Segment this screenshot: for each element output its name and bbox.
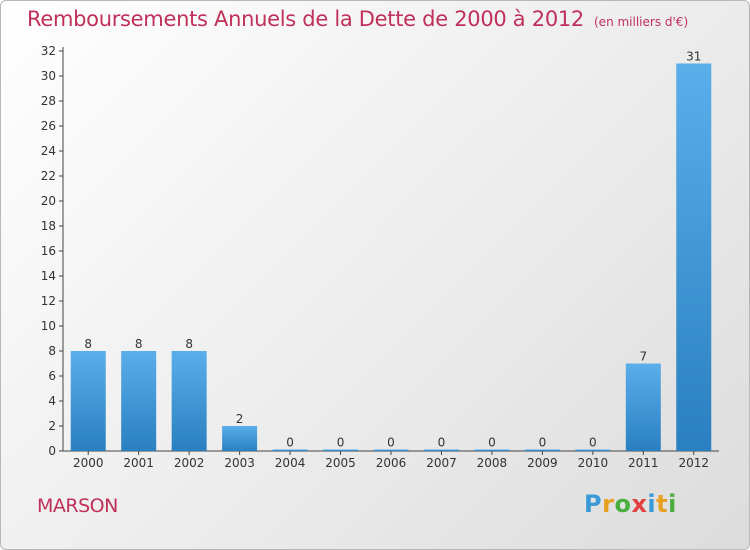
bar: [625, 363, 661, 451]
y-tick-label: 24: [41, 144, 56, 158]
y-tick-label: 4: [48, 394, 56, 408]
x-tick-label: 2000: [73, 456, 104, 470]
logo-letter: r: [602, 490, 615, 518]
bar: [222, 426, 258, 451]
x-tick-label: 2003: [224, 456, 255, 470]
y-tick-label: 6: [48, 369, 56, 383]
chart-title: Remboursements Annuels de la Dette de 20…: [27, 7, 688, 31]
y-tick-label: 8: [48, 344, 56, 358]
y-tick-label: 30: [41, 69, 56, 83]
data-label: 0: [438, 436, 446, 450]
data-label: 8: [185, 337, 193, 351]
logo-letter: i: [668, 490, 677, 518]
x-tick-label: 2004: [275, 456, 306, 470]
logo-letter: i: [647, 490, 657, 518]
data-label: 8: [135, 337, 143, 351]
bar: [272, 449, 308, 451]
data-label: 0: [539, 436, 547, 450]
x-tick-label: 2009: [527, 456, 558, 470]
y-tick-label: 26: [41, 119, 56, 133]
bar: [373, 449, 409, 451]
y-tick-label: 2: [48, 419, 56, 433]
title-text: Remboursements Annuels de la Dette de 20…: [27, 7, 584, 31]
logo-letter: o: [614, 490, 632, 518]
y-tick-label: 18: [41, 219, 56, 233]
y-tick-label: 20: [41, 194, 56, 208]
x-tick-label: 2012: [678, 456, 709, 470]
bar: [575, 449, 611, 451]
bar: [423, 449, 459, 451]
bar: [474, 449, 510, 451]
chart-subtitle: (en milliers d'€): [594, 15, 689, 29]
proxiti-logo: Proxiti: [584, 490, 677, 518]
y-tick-label: 32: [41, 44, 56, 58]
x-tick-label: 2002: [174, 456, 205, 470]
x-tick-label: 2001: [123, 456, 154, 470]
x-tick-label: 2011: [628, 456, 659, 470]
x-tick-label: 2010: [578, 456, 609, 470]
x-tick-label: 2006: [376, 456, 407, 470]
bar: [676, 63, 712, 451]
bar: [323, 449, 359, 451]
y-tick-label: 10: [41, 319, 56, 333]
data-label: 0: [387, 436, 395, 450]
y-tick-label: 22: [41, 169, 56, 183]
data-label: 8: [84, 337, 92, 351]
bar: [70, 351, 106, 451]
commune-name: MARSON: [37, 495, 118, 517]
y-tick-label: 12: [41, 294, 56, 308]
x-tick-label: 2008: [477, 456, 508, 470]
bar: [171, 351, 207, 451]
data-label: 0: [589, 436, 597, 450]
data-label: 31: [686, 50, 701, 64]
logo-letter: x: [631, 490, 648, 518]
data-label: 7: [639, 350, 647, 364]
x-tick-label: 2007: [426, 456, 457, 470]
bar: [524, 449, 560, 451]
x-tick-label: 2005: [325, 456, 356, 470]
logo-letter: P: [584, 490, 603, 518]
y-tick-label: 14: [41, 269, 56, 283]
data-label: 2: [236, 412, 244, 426]
logo-letter: t: [656, 490, 669, 518]
data-label: 0: [286, 436, 294, 450]
y-tick-label: 28: [41, 94, 56, 108]
bar: [121, 351, 157, 451]
data-label: 0: [488, 436, 496, 450]
data-label: 0: [337, 436, 345, 450]
y-tick-label: 0: [48, 444, 56, 458]
y-tick-label: 16: [41, 244, 56, 258]
